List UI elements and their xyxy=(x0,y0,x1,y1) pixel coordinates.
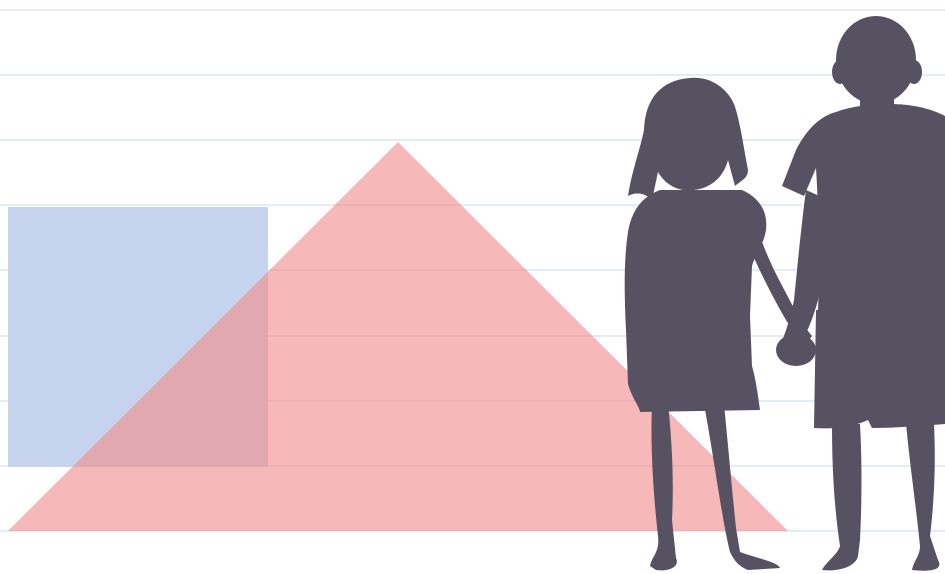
red-triangle xyxy=(8,142,788,531)
boy-silhouette xyxy=(776,16,945,571)
